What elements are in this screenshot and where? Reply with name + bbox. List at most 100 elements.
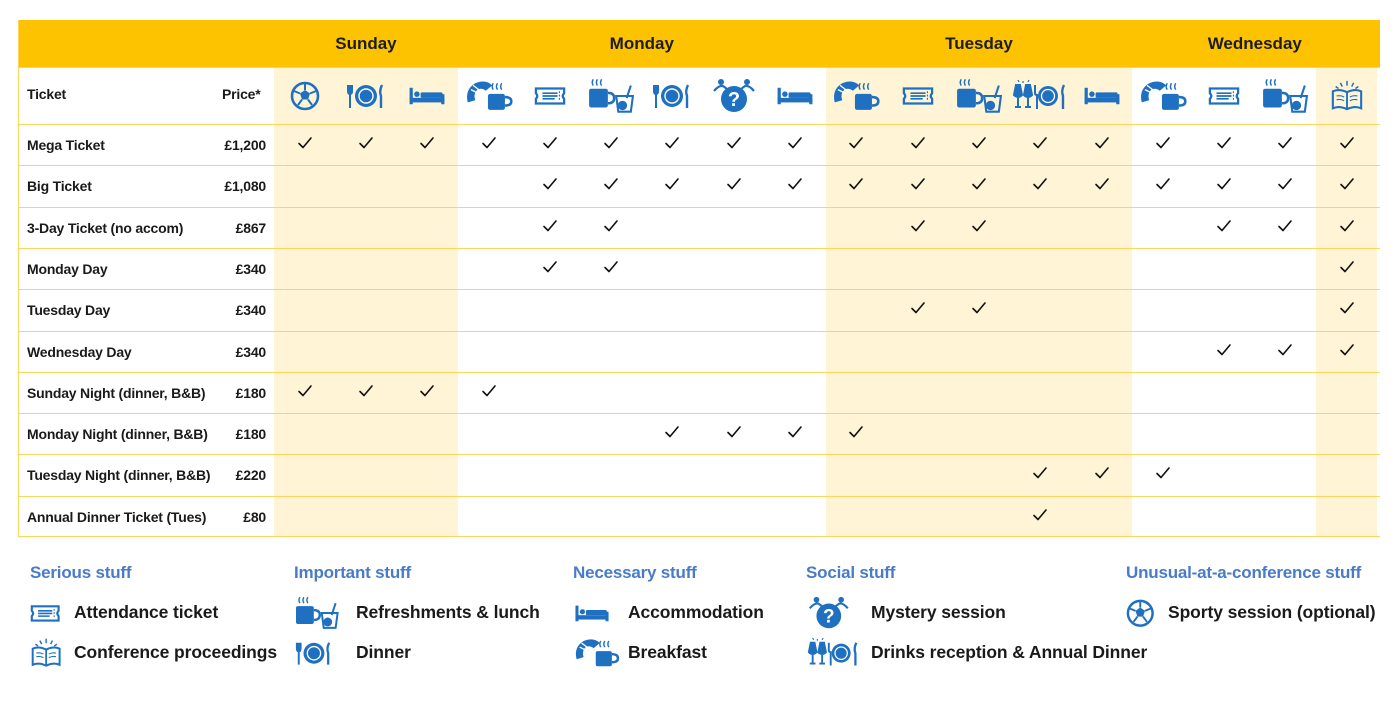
day-header-sunday: Sunday: [335, 34, 397, 53]
grid-line: [18, 330, 1380, 332]
check-mark: [1277, 342, 1297, 358]
ticket-price: £80: [243, 508, 266, 525]
ticket-icon: [1208, 85, 1240, 107]
breakfast-icon: [831, 79, 881, 113]
ticket-icon: [30, 603, 60, 629]
check-mark: [419, 135, 439, 151]
breakfast-icon: [1138, 79, 1188, 113]
legend-group-title: Social stuff: [806, 563, 896, 582]
check-mark: [603, 218, 623, 234]
legend-item-label: Breakfast: [628, 642, 707, 662]
check-mark: [971, 218, 991, 234]
grid-line: [18, 413, 1380, 415]
svg-text:?: ?: [728, 89, 740, 111]
refreshments-icon: [587, 77, 635, 115]
ticket-name: Monday Day: [27, 260, 108, 277]
check-mark: [1032, 135, 1052, 151]
check-mark: [1032, 507, 1052, 523]
day-header-wednesday: Wednesday: [1207, 34, 1302, 53]
check-mark: [664, 176, 684, 192]
legend-item-label: Conference proceedings: [74, 642, 277, 662]
check-mark: [297, 135, 317, 151]
check-mark: [1032, 465, 1052, 481]
grid-line: [18, 495, 1380, 497]
legend-item-label: Attendance ticket: [74, 602, 219, 622]
check-mark: [542, 259, 562, 275]
check-mark: [971, 176, 991, 192]
ticket-price: £340: [235, 260, 267, 277]
ticket-table: Sunday Monday Tuesday Wednesday Ticket Price*…: [18, 20, 1380, 537]
check-mark: [1155, 135, 1175, 151]
price-column-header: Price*: [222, 86, 261, 102]
grid-line: [18, 124, 1380, 125]
dinner-icon: [294, 639, 334, 673]
check-mark: [1277, 176, 1297, 192]
check-mark: [358, 135, 378, 151]
ticket-price: £867: [235, 219, 267, 236]
grid-line: [18, 371, 1380, 373]
check-mark: [1216, 218, 1236, 234]
legend-item-label: Mystery session: [871, 602, 1006, 622]
ticket-icon: [902, 85, 934, 107]
check-mark: [848, 424, 868, 440]
check-mark: [910, 176, 930, 192]
check-mark: [542, 176, 562, 192]
shaded-column: [825, 20, 1133, 536]
check-mark: [971, 300, 991, 316]
check-mark: [1216, 342, 1236, 358]
ticket-name: Sunday Night (dinner, B&B): [27, 384, 206, 401]
check-mark: [726, 135, 746, 151]
check-mark: [971, 135, 991, 151]
football-icon: [290, 81, 320, 111]
legend-group-title: Serious stuff: [30, 563, 132, 582]
check-mark: [1339, 135, 1359, 151]
check-mark: [419, 383, 439, 399]
check-mark: [787, 135, 807, 151]
check-mark: [1094, 176, 1114, 192]
day-header-bar: [18, 20, 1380, 67]
dinner-icon: [345, 81, 387, 111]
bed-icon: [775, 85, 815, 107]
check-mark: [848, 135, 868, 151]
mystery-icon: ?: [806, 595, 852, 636]
check-mark: [1277, 135, 1297, 151]
refreshments-icon: [294, 595, 340, 636]
day-header-tuesday: Tuesday: [945, 34, 1013, 53]
check-mark: [358, 383, 378, 399]
check-mark: [910, 300, 930, 316]
check-mark: [1216, 176, 1236, 192]
ticket-name: Mega Ticket: [27, 137, 105, 153]
mystery-icon: ?: [710, 77, 758, 115]
ticket-price: £1,080: [224, 178, 266, 195]
check-mark: [910, 218, 930, 234]
grid-line: [18, 165, 1380, 167]
check-mark: [1155, 176, 1175, 192]
breakfast-icon: [573, 637, 621, 674]
check-mark: [1216, 135, 1236, 151]
check-mark: [1339, 259, 1359, 275]
check-mark: [1277, 218, 1297, 234]
refreshments-icon: [955, 77, 1003, 115]
check-mark: [910, 135, 930, 151]
legend-item-label: Sporty session (optional): [1168, 602, 1376, 622]
legend-item-label: Accommodation: [628, 602, 764, 622]
ticket-name: Monday Night (dinner, B&B): [27, 426, 208, 443]
drinks-dinner-icon: [806, 637, 861, 674]
check-mark: [481, 135, 501, 151]
ticket-name: Wednesday Day: [27, 343, 132, 360]
check-mark: [1094, 135, 1114, 151]
check-mark: [1032, 176, 1052, 192]
ticket-name: Tuesday Day: [27, 302, 111, 319]
check-mark: [787, 176, 807, 192]
check-mark: [787, 424, 807, 440]
bed-icon: [573, 603, 611, 629]
ticket-price: £180: [235, 426, 267, 443]
check-mark: [542, 218, 562, 234]
check-mark: [481, 383, 501, 399]
check-mark: [726, 424, 746, 440]
grid-line: [18, 289, 1380, 291]
proceedings-icon: [1330, 79, 1364, 113]
check-mark: [848, 176, 868, 192]
legend-item-label: Dinner: [356, 642, 411, 662]
breakfast-icon: [464, 79, 514, 113]
